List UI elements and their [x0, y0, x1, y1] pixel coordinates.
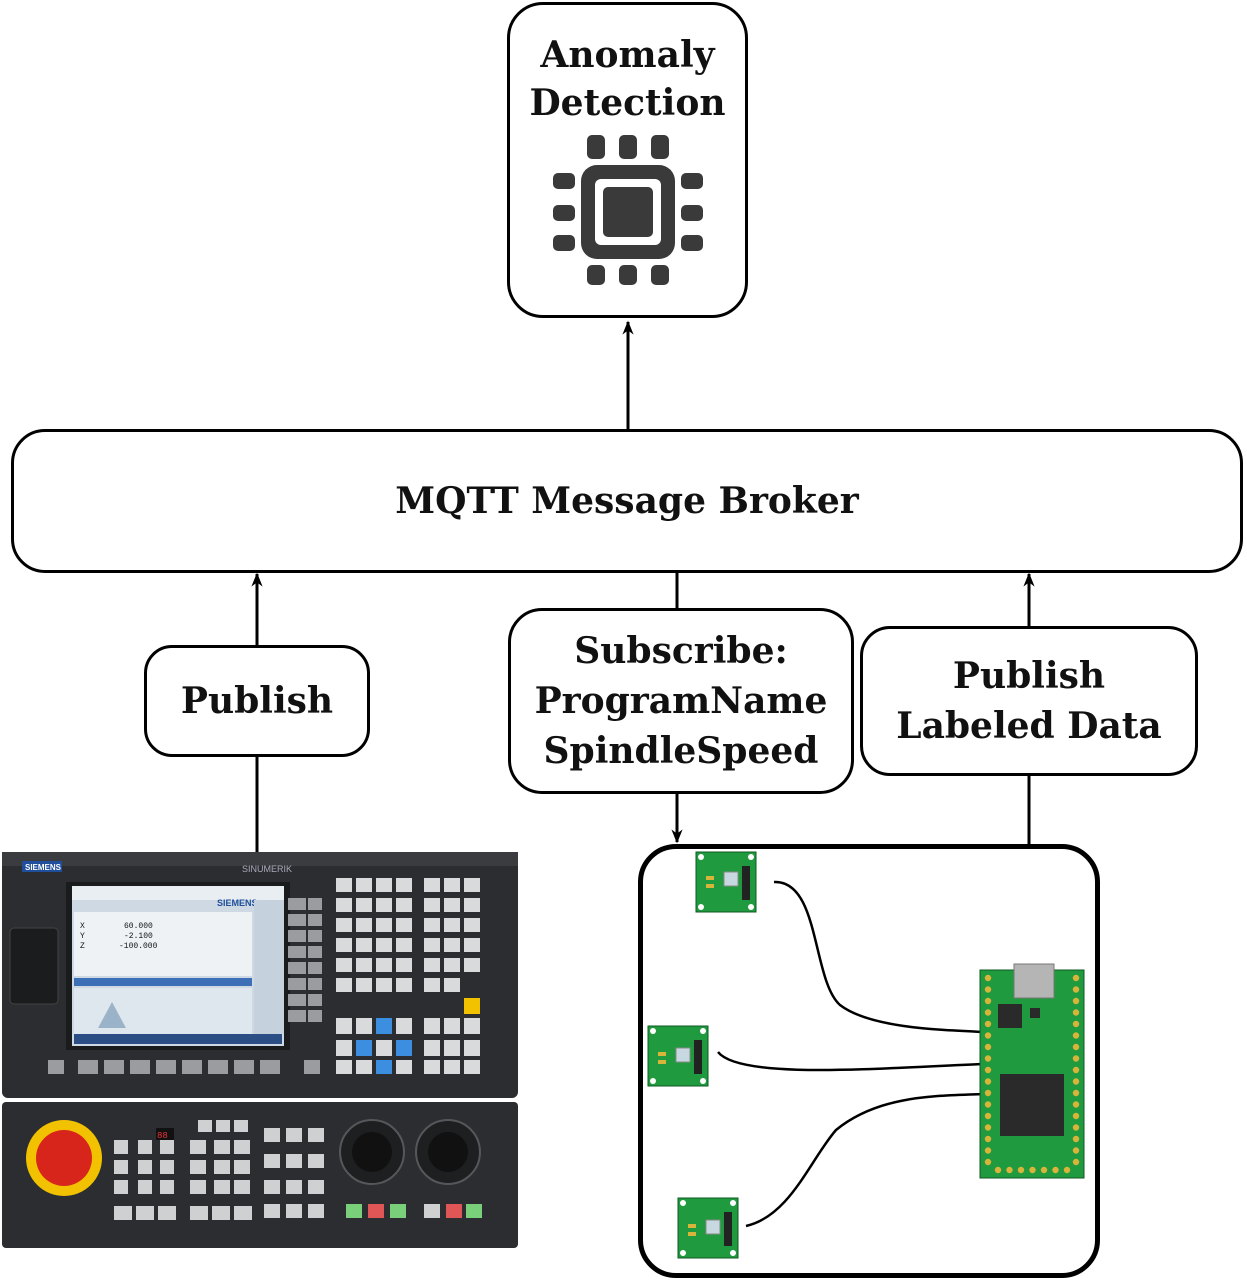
mcu-pin-pad	[984, 1009, 992, 1016]
mcu-pin-pad	[1072, 1147, 1080, 1154]
mcu-pin-pad	[984, 1020, 992, 1028]
subscribe-box: Subscribe: ProgramName SpindleSpeed	[508, 608, 854, 794]
mcu-pin-pad	[984, 1135, 992, 1143]
mcu-pin-pad	[1063, 1166, 1071, 1174]
publish-labeled-box: Publish Labeled Data	[860, 626, 1198, 776]
mcu-pin-pad	[984, 1112, 992, 1120]
mcu-pin-pad	[1072, 1032, 1080, 1039]
mcu-pin-pad	[1072, 1066, 1080, 1074]
wire-sensor3	[745, 1092, 985, 1228]
sensor-board-3	[677, 1197, 739, 1259]
mcu-pin-pad	[1006, 1166, 1013, 1174]
mcu-pin-pad	[984, 974, 992, 982]
mcu-pads-left	[984, 974, 992, 1166]
mcu-pin-pad	[1072, 1135, 1080, 1143]
mcu-pin-pad	[1072, 1055, 1080, 1062]
mcu-pin-pad	[994, 1166, 1002, 1174]
mcu-pin-pad	[1072, 986, 1080, 993]
sensor-board-1	[695, 851, 757, 913]
mqtt-broker-box: MQTT Message Broker	[11, 429, 1243, 573]
mcu-pin-pad	[984, 986, 992, 993]
mcu-pin-pad	[984, 1043, 992, 1051]
publish-labeled-line1: Publish	[952, 655, 1106, 697]
axis-z-name: Z	[80, 942, 85, 951]
cnc-controller-image: SIEMENS SINUMERIK SIEMENS X 60.000 Y -2.…	[2, 852, 518, 1248]
mcu-pin-pad	[984, 1032, 992, 1039]
mcu-pads-bottom	[994, 1166, 1071, 1174]
subscribe-line1: Subscribe:	[574, 630, 788, 672]
mcu-pin-pad	[1072, 1078, 1080, 1085]
axis-x-name: X	[80, 922, 85, 931]
mcu-pin-pad	[984, 1101, 992, 1108]
mcu-pin-pad	[1072, 1020, 1080, 1028]
mcu-pin-pad	[1072, 1089, 1080, 1097]
mcu-pin-pad	[1052, 1166, 1059, 1174]
mcu-pin-pad	[1072, 997, 1080, 1005]
svg-text:88: 88	[157, 1131, 168, 1141]
publish-box: Publish	[144, 645, 370, 757]
mcu-pin-pad	[1072, 1158, 1080, 1166]
mcu-pin-pad	[1072, 974, 1080, 982]
cnc-brand-label: SIEMENS	[25, 863, 62, 872]
subscribe-line3: SpindleSpeed	[543, 730, 819, 772]
chip-icon	[552, 135, 703, 285]
mcu-pin-pad	[984, 1089, 992, 1097]
subscribe-line2: ProgramName	[534, 680, 828, 722]
axis-y-name: Y	[80, 932, 85, 941]
sensor-board-2	[647, 1025, 709, 1087]
mcu-pin-pad	[984, 1066, 992, 1074]
mcu-pin-pad	[1072, 1112, 1080, 1120]
mcu-pin-pad	[1029, 1166, 1036, 1174]
mcu-pin-pad	[984, 1078, 992, 1085]
anomaly-title-line1: Anomaly	[540, 34, 715, 76]
wire-sensor2	[717, 1051, 985, 1072]
anomaly-title-line2: Detection	[529, 82, 726, 124]
mcu-pin-pad	[984, 1147, 992, 1154]
screen-brand-label: SIEMENS	[217, 898, 258, 908]
microcontroller-board	[979, 963, 1085, 1179]
mcu-pin-pad	[1040, 1166, 1048, 1174]
axis-x-value: 60.000	[124, 922, 153, 931]
mcu-pin-pad	[984, 1158, 992, 1166]
axis-z-value: -100.000	[119, 942, 158, 951]
mcu-pin-pad	[1072, 1043, 1080, 1051]
mcu-pin-pad	[1072, 1009, 1080, 1016]
wire-sensor1	[773, 880, 985, 1034]
mqtt-broker-label: MQTT Message Broker	[395, 480, 859, 522]
mcu-pin-pad	[1072, 1101, 1080, 1108]
cnc-model-label: SINUMERIK	[242, 864, 292, 874]
publish-label: Publish	[180, 680, 334, 722]
mcu-pin-pad	[984, 1124, 992, 1131]
mcu-pin-pad	[984, 997, 992, 1005]
mcu-pin-pad	[1017, 1166, 1025, 1174]
anomaly-detection-box: Anomaly Detection	[507, 2, 748, 318]
mcu-pin-pad	[1072, 1124, 1080, 1131]
publish-labeled-line2: Labeled Data	[896, 705, 1162, 747]
mcu-pin-pad	[984, 1055, 992, 1062]
mcu-pads-right	[1072, 974, 1080, 1166]
axis-y-value: -2.100	[124, 932, 153, 941]
